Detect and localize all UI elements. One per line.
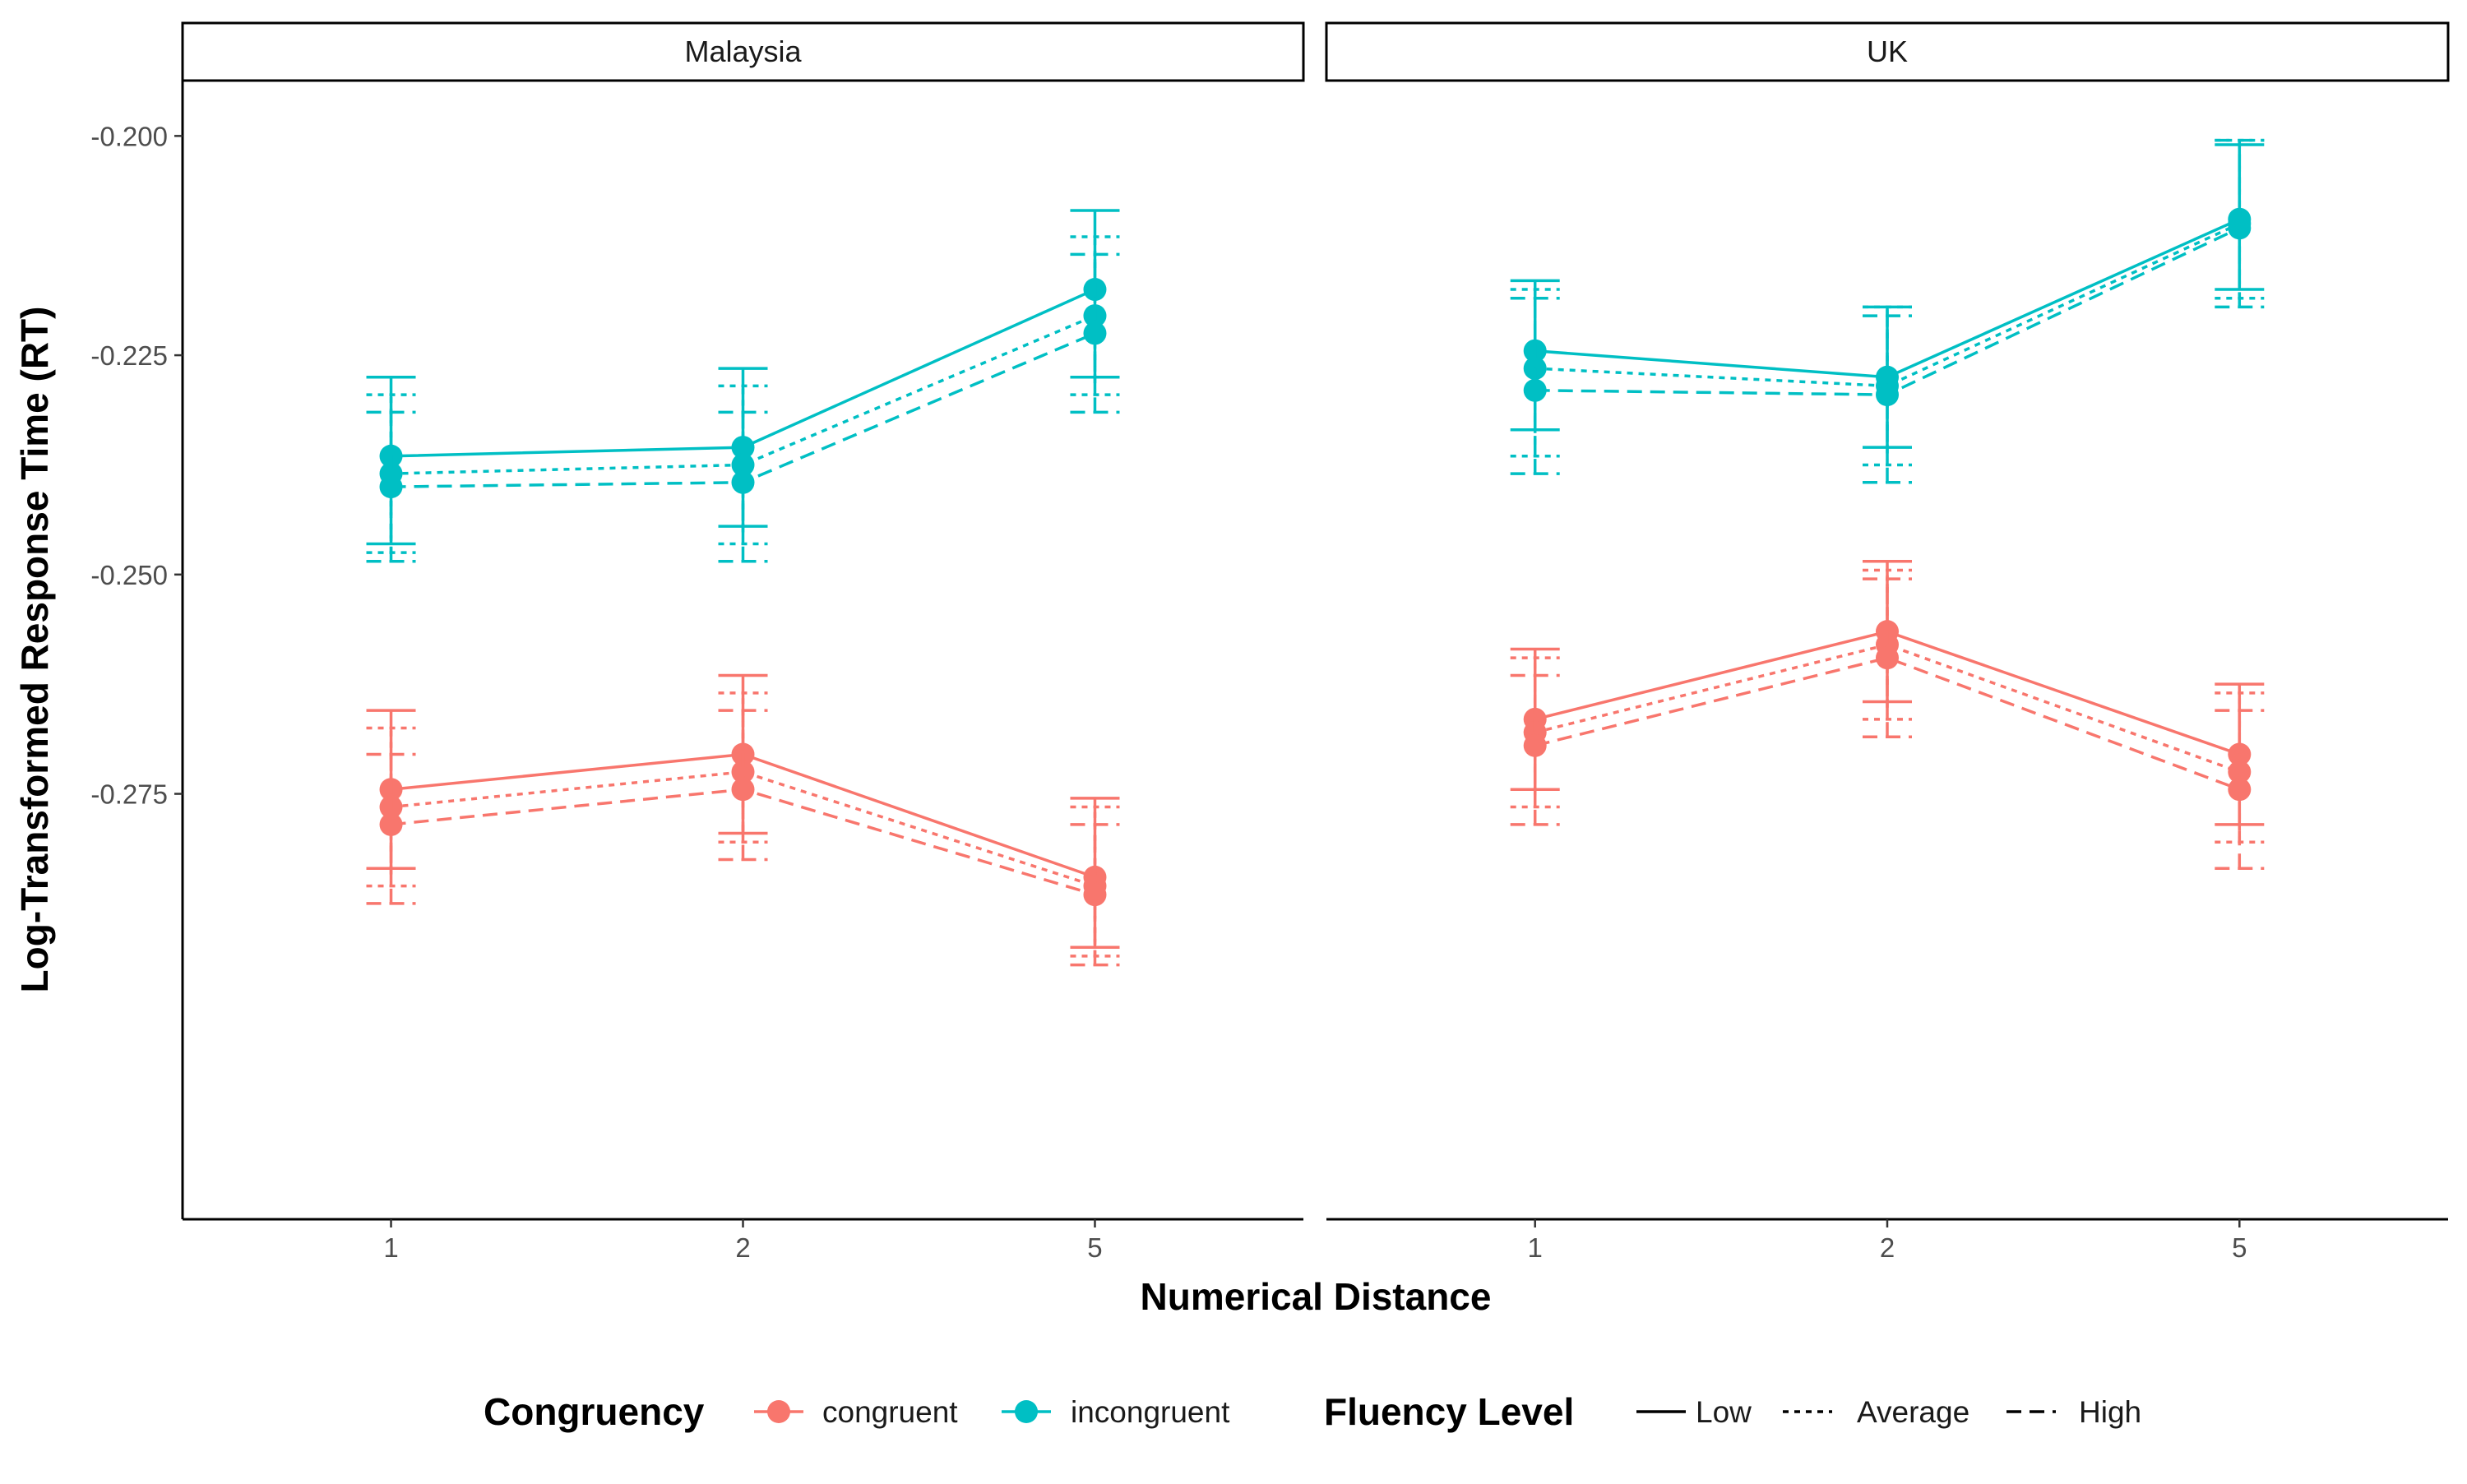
y-tick-label: -0.250 (90, 560, 168, 590)
panel-uk: UK 1 2 5 (1325, 21, 2450, 1263)
data-point (2228, 778, 2252, 802)
data-point (731, 760, 755, 784)
x-tick-label: 5 (2232, 1232, 2247, 1263)
data-point (1083, 883, 1107, 907)
data-point (1523, 378, 1547, 402)
series-line (391, 770, 1096, 888)
y-tick-label: -0.275 (90, 779, 168, 810)
data-point (731, 470, 755, 494)
series-incongruent-high (366, 252, 1120, 563)
legend-item-label: incongruent (1071, 1395, 1230, 1429)
legend-fluency-title: Fluency Level (1324, 1390, 1574, 1433)
data-point (379, 475, 403, 499)
data-point (1876, 383, 1899, 407)
legend-key-point (767, 1400, 790, 1423)
series-congruent-high (1510, 577, 2265, 870)
data-point (2228, 742, 2252, 766)
data-point (379, 812, 403, 836)
series-congruent-high (366, 709, 1120, 967)
data-point (1083, 321, 1107, 345)
series-line (1534, 656, 2240, 791)
y-tick-label: -0.200 (90, 121, 168, 151)
x-tick-label: 1 (383, 1232, 398, 1263)
x-tick-label: 2 (735, 1232, 750, 1263)
panel-strip (181, 21, 1305, 82)
x-tick-label: 2 (1880, 1232, 1895, 1263)
panel-malaysia: Malaysia -0.200 -0.225 -0.250 -0.275 1 2 5 (90, 21, 1305, 1263)
legend-item-label: Average (1857, 1395, 1969, 1429)
legend-item-label: High (2079, 1395, 2141, 1429)
series-line (1534, 643, 2240, 774)
legend-item-label: Low (1696, 1395, 1752, 1429)
x-tick-label: 1 (1528, 1232, 1543, 1263)
data-point (1876, 646, 1899, 670)
series-incongruent-high (1510, 138, 2265, 484)
data-point (731, 778, 755, 802)
series-line (391, 314, 1096, 475)
legend: Congruency congruent incongruent Fluency Le… (484, 1390, 2141, 1433)
x-tick-label: 5 (1087, 1232, 1102, 1263)
series-line (1534, 222, 2241, 388)
panel-strip-label: UK (1867, 35, 1908, 68)
panel-strip-label: Malaysia (684, 35, 802, 68)
y-axis-title: Log-Transformed Response Time (RT) (13, 307, 56, 993)
x-axis-title: Numerical Distance (1141, 1275, 1492, 1318)
legend-key-point (1015, 1400, 1038, 1423)
panel-strip (1325, 21, 2450, 82)
data-point (1523, 733, 1547, 757)
series-incongruent-average (1510, 138, 2265, 467)
data-point (2228, 216, 2252, 240)
legend-item-label: congruent (822, 1395, 958, 1429)
y-tick-label: -0.225 (90, 340, 168, 371)
legend-congruency-title: Congruency (484, 1390, 705, 1433)
